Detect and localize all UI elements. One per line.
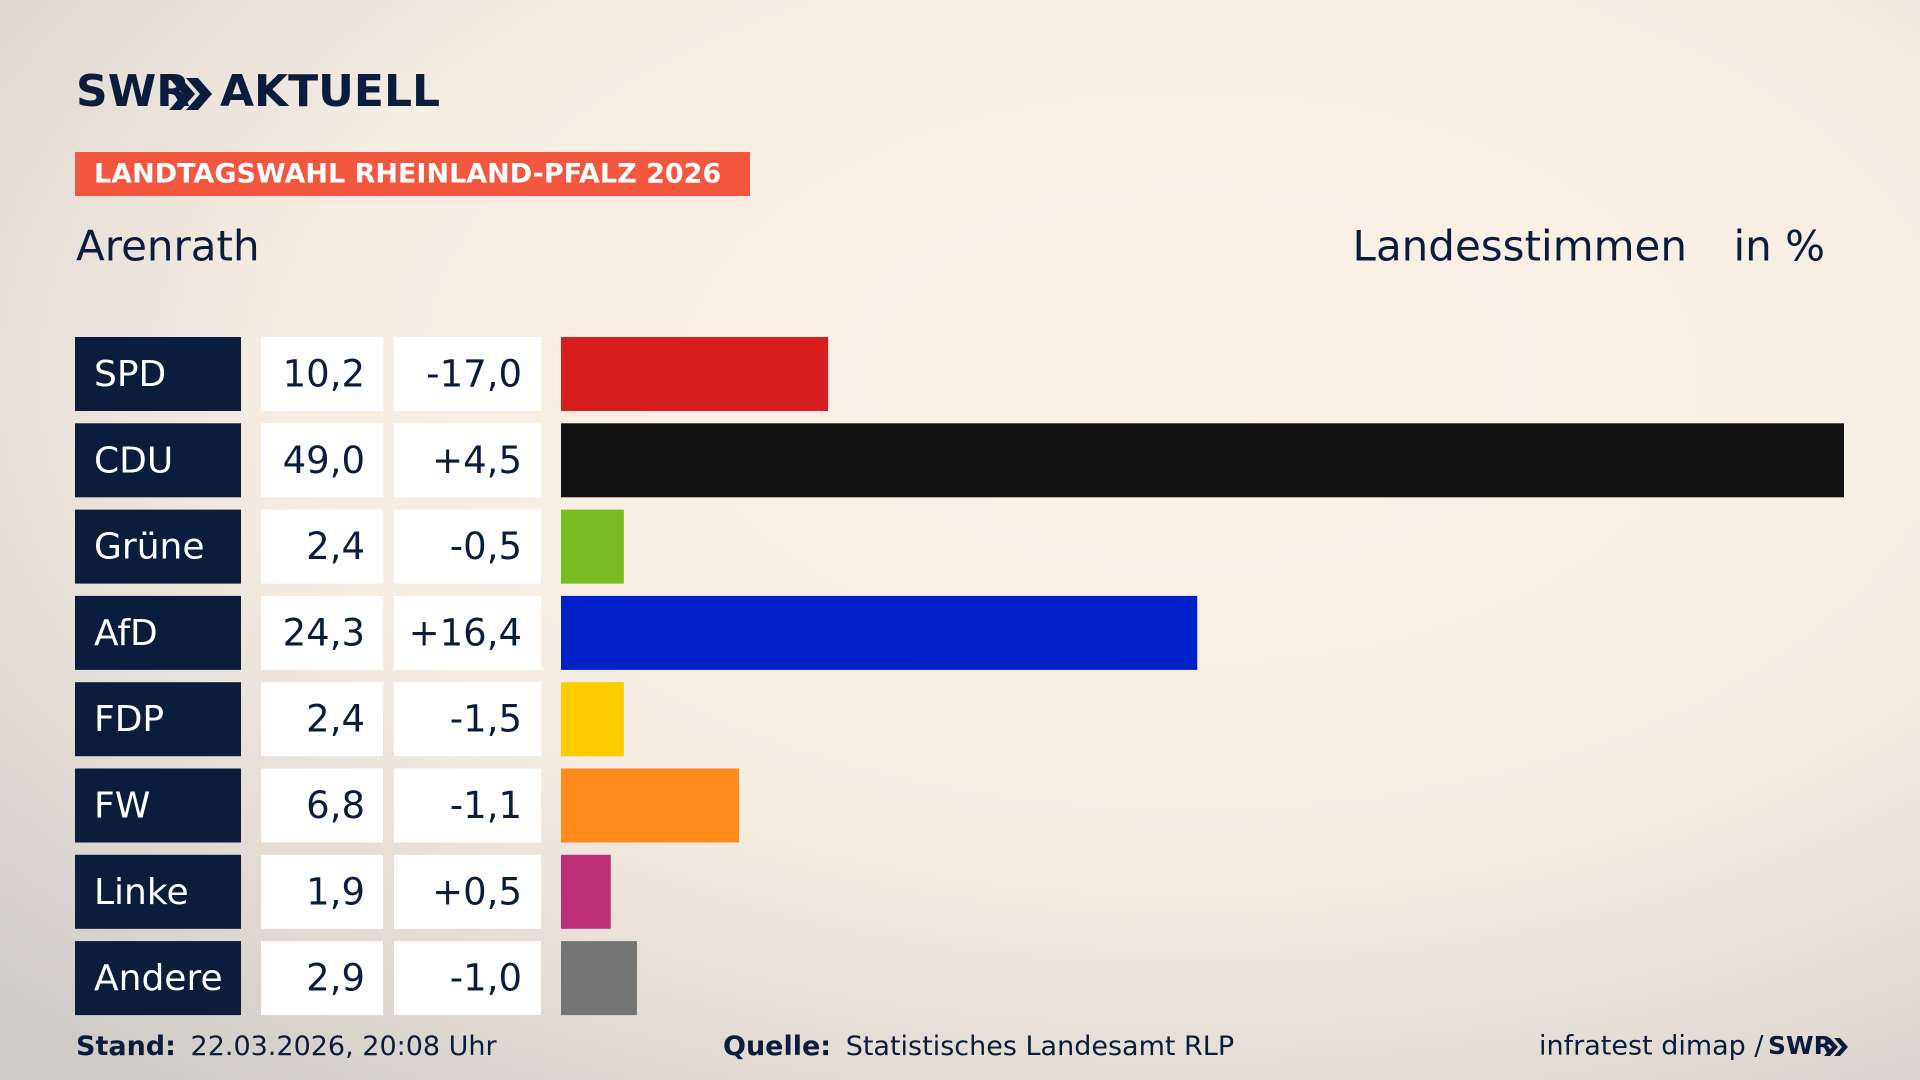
change-box (394, 682, 541, 757)
change-label: -1,0 (450, 957, 522, 1000)
bar (561, 509, 624, 584)
logo-chevrons (169, 78, 212, 110)
source-value: Statistisches Landesamt RLP (846, 1031, 1234, 1062)
logo-product: AKTUELL (220, 66, 440, 117)
change-label: +0,5 (432, 870, 522, 913)
party-label: AfD (94, 613, 158, 654)
change-label: +16,4 (409, 611, 522, 654)
stand-value: 22.03.2026, 20:08 Uhr (191, 1031, 498, 1062)
bar (561, 768, 740, 843)
party-box (75, 682, 241, 757)
stand-label: Stand: (76, 1031, 176, 1062)
value-label: 10,2 (283, 353, 365, 396)
bar (561, 941, 637, 1016)
value-label: 49,0 (283, 439, 365, 482)
value-box (261, 768, 383, 843)
measure-label: Landesstimmen (1353, 222, 1687, 271)
party-label: Grüne (94, 527, 204, 568)
party-label: CDU (94, 440, 173, 481)
party-label: SPD (94, 354, 166, 395)
change-box (394, 941, 541, 1016)
change-label: -0,5 (450, 525, 522, 568)
bar (561, 682, 624, 757)
footer-stand: Stand: 22.03.2026, 20:08 Uhr (76, 1031, 498, 1062)
change-box (394, 509, 541, 584)
party-box (75, 941, 241, 1016)
value-box (261, 941, 383, 1016)
party-label: Andere (94, 958, 223, 999)
footer-source: Quelle: Statistisches Landesamt RLP (723, 1031, 1234, 1062)
party-label: FDP (94, 699, 164, 740)
party-box (75, 768, 241, 843)
source-label: Quelle: (723, 1031, 831, 1062)
value-box (261, 509, 383, 584)
party-box (75, 337, 241, 411)
party-box (75, 509, 241, 584)
value-label: 2,4 (306, 698, 365, 741)
bar (561, 595, 1198, 670)
party-box (75, 423, 241, 498)
value-label: 2,4 (306, 525, 365, 568)
change-box (394, 768, 541, 843)
value-label: 6,8 (306, 784, 365, 827)
party-label: Linke (94, 872, 189, 913)
party-label: FW (94, 786, 150, 827)
value-box (261, 854, 383, 929)
bar (561, 337, 829, 411)
footer-chevrons (1824, 1038, 1848, 1056)
unit-label: in % (1733, 222, 1825, 271)
chart-title: Arenrath (76, 222, 260, 271)
bar (561, 854, 611, 929)
change-box (394, 595, 541, 670)
change-box (394, 337, 541, 411)
change-label: -1,5 (450, 698, 522, 741)
banner-box (75, 152, 750, 196)
party-box (75, 854, 241, 929)
change-label: -17,0 (426, 353, 522, 396)
banner: LANDTAGSWAHL RHEINLAND-PFALZ 2026 (94, 159, 721, 190)
value-box (261, 682, 383, 757)
change-box (394, 423, 541, 498)
value-label: 1,9 (306, 870, 365, 913)
party-box (75, 595, 241, 670)
bar (561, 423, 1844, 498)
change-label: +4,5 (432, 439, 522, 482)
footer-brand: SWR (1768, 1031, 1833, 1060)
value-box (261, 423, 383, 498)
change-box (394, 854, 541, 929)
value-box (261, 337, 383, 411)
value-box (261, 595, 383, 670)
change-label: -1,1 (450, 784, 522, 827)
footer-institute: infratest dimap / (1539, 1031, 1764, 1062)
value-label: 24,3 (283, 611, 365, 654)
value-label: 2,9 (306, 957, 365, 1000)
